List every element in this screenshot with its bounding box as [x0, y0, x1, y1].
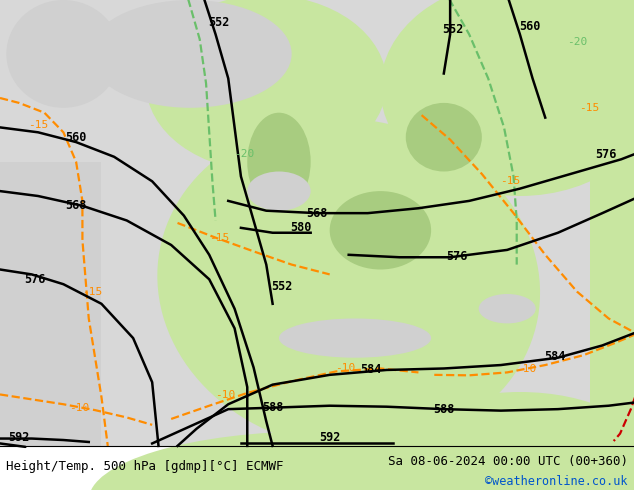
Text: -10: -10: [335, 364, 356, 373]
Text: -10: -10: [516, 364, 536, 374]
Text: -10: -10: [69, 403, 89, 413]
Ellipse shape: [146, 0, 387, 172]
Text: 576: 576: [24, 273, 46, 286]
Ellipse shape: [6, 0, 120, 108]
Text: -15: -15: [209, 233, 229, 243]
Text: 552: 552: [271, 280, 293, 293]
Text: -20: -20: [567, 37, 587, 47]
Text: -20: -20: [234, 149, 254, 159]
Ellipse shape: [247, 113, 311, 211]
Text: 560: 560: [65, 131, 87, 144]
Text: 584: 584: [360, 364, 382, 376]
Ellipse shape: [330, 191, 431, 270]
Text: -15: -15: [500, 176, 521, 186]
Ellipse shape: [89, 0, 292, 108]
Ellipse shape: [279, 318, 431, 358]
Ellipse shape: [89, 431, 545, 490]
Text: 592: 592: [319, 431, 340, 443]
Text: Height/Temp. 500 hPa [gdmp][°C] ECMWF: Height/Temp. 500 hPa [gdmp][°C] ECMWF: [6, 460, 284, 473]
Text: 576: 576: [446, 250, 467, 263]
Text: 568: 568: [306, 207, 328, 220]
Text: 592: 592: [8, 431, 30, 443]
Ellipse shape: [479, 294, 536, 323]
Ellipse shape: [157, 119, 540, 450]
Text: 568: 568: [65, 199, 87, 212]
Text: -15: -15: [579, 103, 600, 113]
Ellipse shape: [247, 172, 311, 211]
Text: 552: 552: [208, 16, 230, 28]
Text: -15: -15: [82, 287, 102, 296]
Bar: [590, 0, 634, 490]
Ellipse shape: [406, 103, 482, 172]
Text: 588: 588: [262, 401, 283, 414]
Text: 588: 588: [433, 403, 455, 416]
Text: -10: -10: [215, 391, 235, 400]
Text: 580: 580: [290, 221, 312, 234]
Ellipse shape: [380, 0, 634, 196]
Text: 584: 584: [544, 350, 566, 363]
Text: -15: -15: [28, 120, 48, 130]
Text: 576: 576: [595, 148, 616, 161]
Text: Sa 08-06-2024 00:00 UTC (00+360): Sa 08-06-2024 00:00 UTC (00+360): [387, 455, 628, 468]
Text: 560: 560: [519, 21, 540, 33]
Text: ©weatheronline.co.uk: ©weatheronline.co.uk: [485, 475, 628, 488]
Bar: [0, 162, 101, 446]
Ellipse shape: [393, 392, 634, 490]
Text: 552: 552: [443, 23, 464, 36]
